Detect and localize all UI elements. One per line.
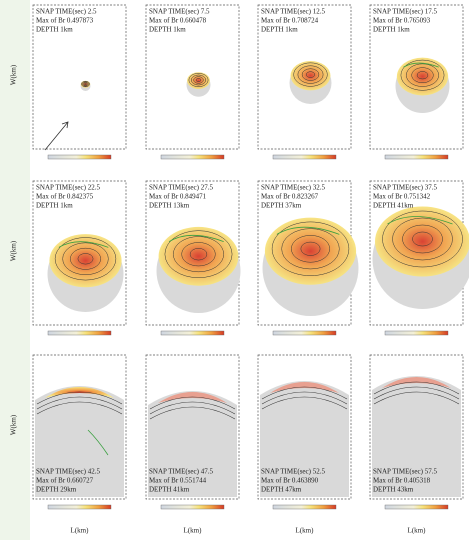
panel: SNAP TIME(sec) 17.5Max of Br 0.765093DEP… <box>370 5 463 159</box>
max-br: Max of Br 0.497873 <box>36 17 94 25</box>
depth: DEPTH 37km <box>261 202 302 210</box>
depth: DEPTH 29km <box>36 486 77 494</box>
colorbar <box>273 155 336 159</box>
depth: DEPTH 1km <box>36 26 73 34</box>
depth: DEPTH 43km <box>373 486 414 494</box>
depth: DEPTH 1km <box>36 202 73 210</box>
y-axis-label: W(km) <box>10 240 18 261</box>
colorbar <box>385 331 448 335</box>
max-br: Max of Br 0.660727 <box>36 477 94 485</box>
x-axis-label: L(km) <box>408 527 427 535</box>
x-axis-label: L(km) <box>184 527 203 535</box>
depth: DEPTH 13km <box>149 202 190 210</box>
max-br: Max of Br 0.751342 <box>373 193 431 201</box>
colorbar <box>161 505 224 509</box>
max-br: Max of Br 0.660478 <box>149 17 207 25</box>
colorbar <box>385 505 448 509</box>
y-axis-label: W(km) <box>10 414 18 435</box>
rupture-zone <box>291 61 331 90</box>
max-br: Max of Br 0.463890 <box>261 477 319 485</box>
colorbar <box>48 155 111 159</box>
snap-time: SNAP TIME(sec) 7.5 <box>149 8 210 16</box>
figure: SNAP TIME(sec) 2.5Max of Br 0.497873DEPT… <box>0 0 469 540</box>
max-br: Max of Br 0.823267 <box>261 193 319 201</box>
depth: DEPTH 1km <box>149 26 186 34</box>
snap-time: SNAP TIME(sec) 12.5 <box>261 8 325 16</box>
max-br: Max of Br 0.765093 <box>373 17 431 25</box>
max-br: Max of Br 0.708724 <box>261 17 319 25</box>
depth: DEPTH 1km <box>373 26 410 34</box>
colorbar <box>385 155 448 159</box>
max-br: Max of Br 0.849471 <box>149 193 207 201</box>
depth: DEPTH 41km <box>149 486 190 494</box>
depth: DEPTH 47km <box>261 486 302 494</box>
colorbar <box>48 505 111 509</box>
snap-time: SNAP TIME(sec) 47.5 <box>149 468 213 476</box>
colorbar <box>273 331 336 335</box>
depth: DEPTH 41km <box>373 202 414 210</box>
colorbar <box>48 331 111 335</box>
snap-time: SNAP TIME(sec) 57.5 <box>373 468 437 476</box>
max-br: Max of Br 0.405318 <box>373 477 431 485</box>
colorbar <box>273 505 336 509</box>
x-axis-label: L(km) <box>71 527 90 535</box>
snap-time: SNAP TIME(sec) 17.5 <box>373 8 437 16</box>
depth: DEPTH 1km <box>261 26 298 34</box>
snap-time: SNAP TIME(sec) 37.5 <box>373 184 437 192</box>
snap-time: SNAP TIME(sec) 32.5 <box>261 184 325 192</box>
colorbar <box>161 155 224 159</box>
snap-time: SNAP TIME(sec) 27.5 <box>149 184 213 192</box>
max-br: Max of Br 0.842375 <box>36 193 94 201</box>
snap-time: SNAP TIME(sec) 52.5 <box>261 468 325 476</box>
snap-time: SNAP TIME(sec) 42.5 <box>36 468 100 476</box>
panel: SNAP TIME(sec) 57.5Max of Br 0.405318DEP… <box>370 355 463 509</box>
max-br: Max of Br 0.551744 <box>149 477 207 485</box>
snap-time: SNAP TIME(sec) 2.5 <box>36 8 97 16</box>
colorbar <box>161 331 224 335</box>
y-axis-label: W(km) <box>10 64 18 85</box>
snap-time: SNAP TIME(sec) 22.5 <box>36 184 100 192</box>
x-axis-label: L(km) <box>296 527 315 535</box>
